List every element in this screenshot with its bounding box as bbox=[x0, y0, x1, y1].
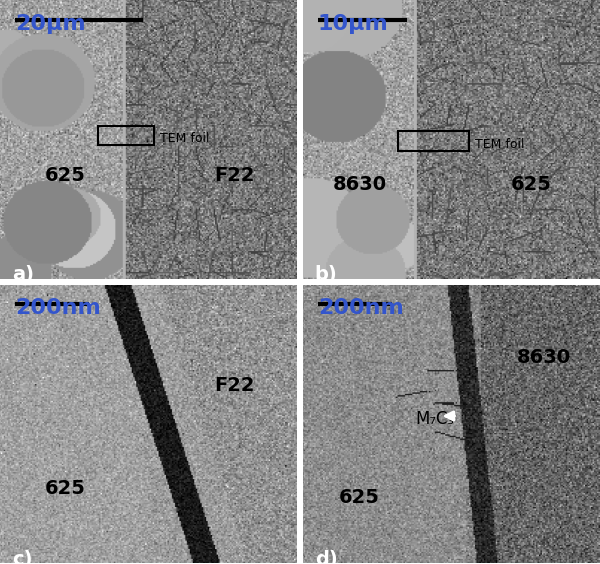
Text: 625: 625 bbox=[338, 487, 379, 506]
Text: 8630: 8630 bbox=[517, 348, 571, 367]
Text: c): c) bbox=[12, 550, 32, 564]
Text: TEM foil: TEM foil bbox=[160, 132, 210, 145]
Text: F22: F22 bbox=[214, 376, 254, 395]
Text: M₇C₃: M₇C₃ bbox=[416, 411, 455, 429]
Text: 20μm: 20μm bbox=[15, 14, 85, 33]
Text: 625: 625 bbox=[44, 166, 85, 186]
Text: a): a) bbox=[12, 265, 34, 284]
Text: F22: F22 bbox=[214, 166, 254, 186]
Text: d): d) bbox=[315, 550, 338, 564]
Text: 625: 625 bbox=[44, 479, 85, 498]
Text: 200nm: 200nm bbox=[15, 298, 101, 318]
Text: 8630: 8630 bbox=[332, 175, 387, 194]
Text: b): b) bbox=[315, 265, 338, 284]
Text: 200nm: 200nm bbox=[318, 298, 404, 318]
Text: 10μm: 10μm bbox=[318, 14, 389, 33]
Text: TEM foil: TEM foil bbox=[475, 138, 525, 151]
Text: 625: 625 bbox=[511, 175, 552, 194]
